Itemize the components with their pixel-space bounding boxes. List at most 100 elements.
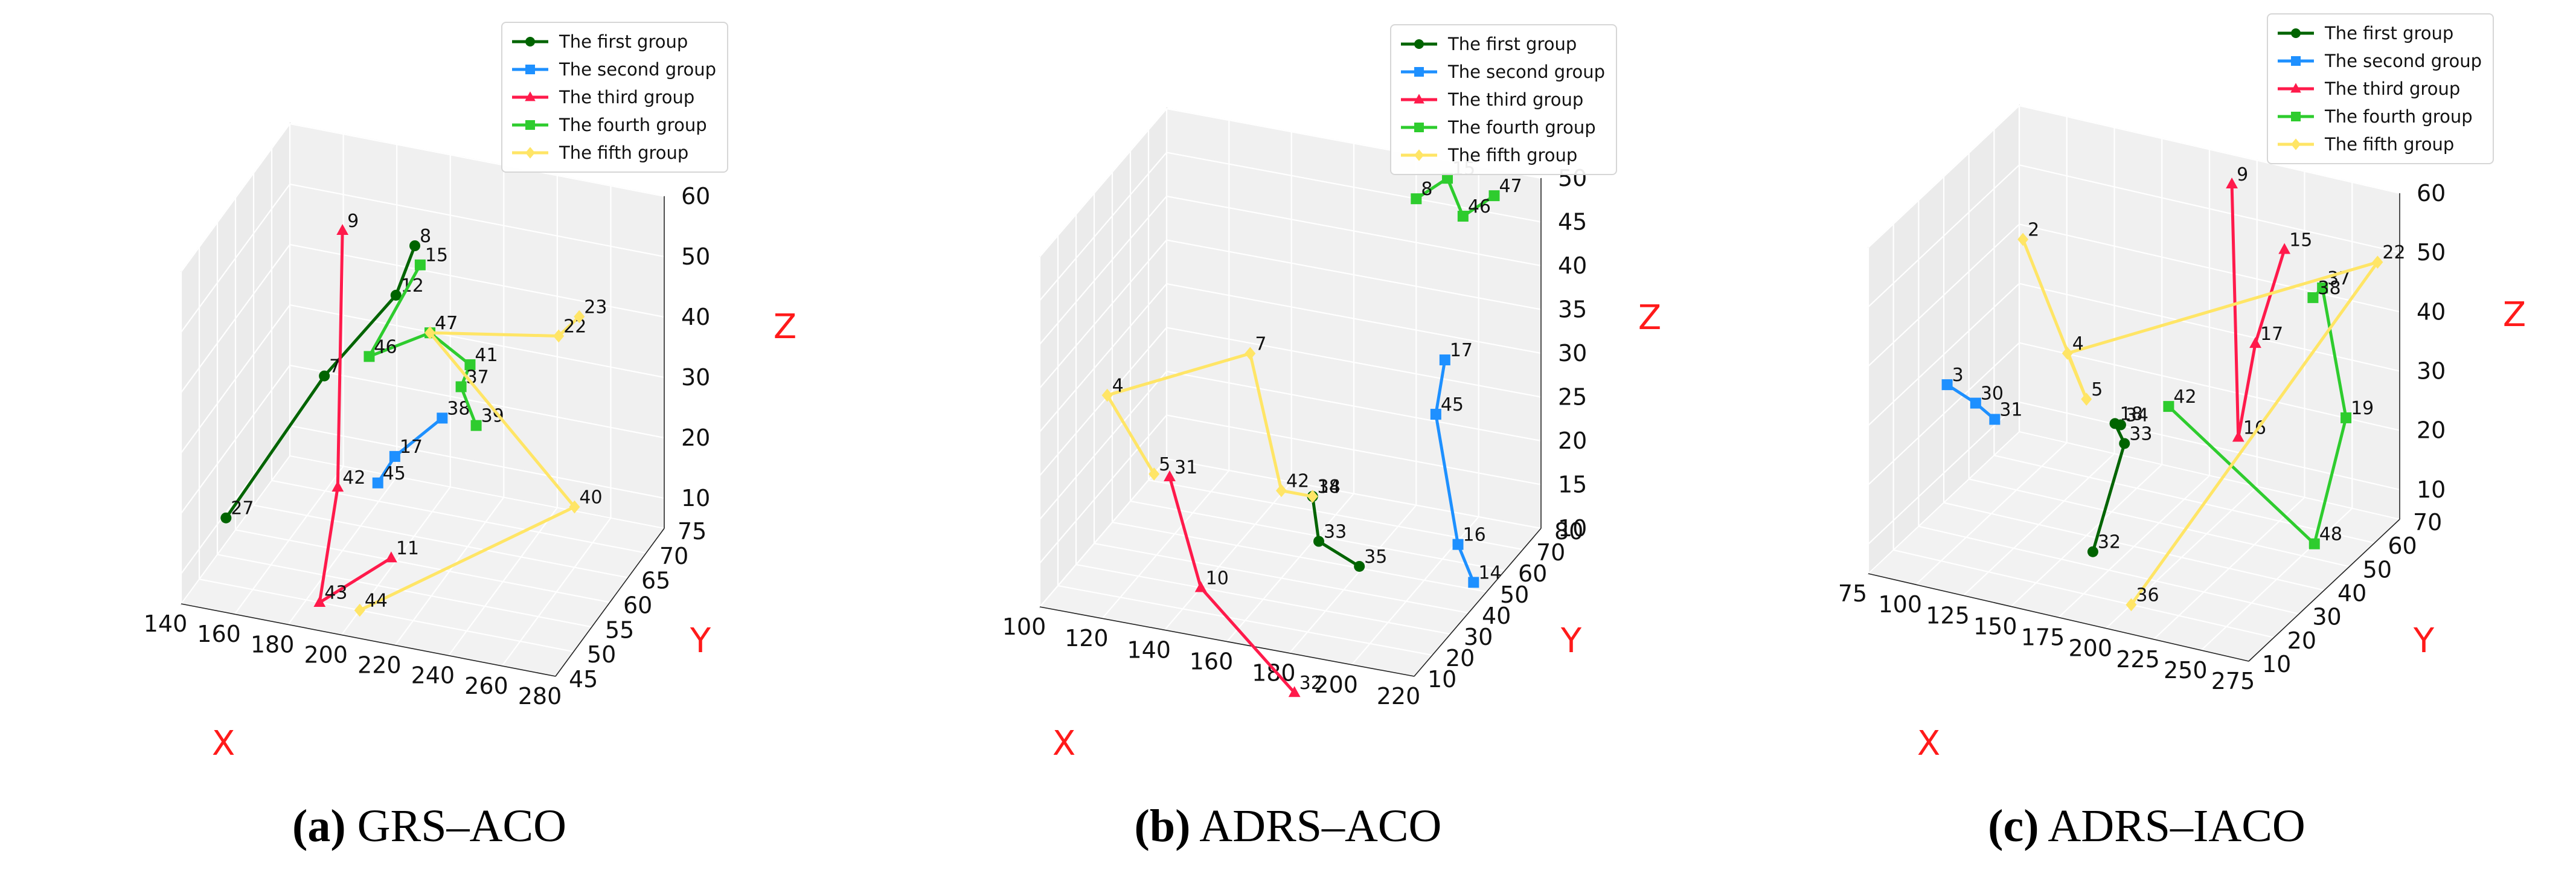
y-axis-title: Y [690, 621, 711, 661]
legend-swatch [1401, 123, 1437, 132]
chart-panel-a: 140 160 180 200 220 240 260 280 45 50 55 60 65 70 75 10… [0, 0, 859, 881]
z-gridline [181, 304, 665, 453]
z-tick-label: 10 [2417, 476, 2446, 503]
x-axis-title: X [212, 724, 235, 763]
data-point [2308, 538, 2320, 549]
y-axis-title: Y [2413, 621, 2435, 661]
x-axis-line [1868, 573, 2249, 662]
z-tick-label: 30 [2417, 358, 2446, 385]
caption-tag-b: (b) [1134, 801, 1191, 851]
z-gridline [1039, 458, 1542, 607]
point-label: 4 [1112, 376, 1124, 397]
y-tick-label: 55 [605, 617, 634, 643]
data-point [2017, 232, 2029, 246]
x-tick-label: 220 [1377, 683, 1421, 710]
y-gridline [1943, 176, 2325, 591]
z-tick-label: 60 [2417, 180, 2446, 207]
data-point [1439, 354, 1450, 366]
z-tick-label: 15 [1558, 472, 1587, 498]
legend-marker [2291, 112, 2301, 121]
axis-titles: X Y Z [212, 307, 796, 763]
point-label: 32 [1299, 673, 1322, 694]
z-tick-label: 40 [2417, 298, 2446, 325]
z-gridline [1039, 283, 1542, 432]
point-label: 17 [1450, 340, 1473, 361]
point-label: 33 [2129, 423, 2152, 444]
point-label: 11 [396, 538, 419, 559]
data-point [1307, 490, 1318, 503]
data-point [409, 240, 420, 251]
point-label: 47 [1499, 176, 1522, 197]
data-point [1354, 560, 1365, 572]
point-label: 17 [400, 437, 423, 458]
x-tick-label: 200 [2068, 635, 2112, 662]
legend-swatch [1401, 94, 1437, 104]
z-tick-label: 45 [1558, 209, 1587, 235]
point-label: 22 [563, 316, 586, 337]
legend-label: The fourth group [1448, 117, 1596, 138]
z-tick-label: 10 [681, 485, 710, 511]
y-tick-label: 80 [1554, 518, 1583, 545]
legend-item-the-second-group: The second group [511, 56, 716, 83]
series-the-fifth-group: 36 22 4 5 2 [2017, 219, 2406, 612]
z-tick-label: 30 [1558, 340, 1587, 367]
data-point [2249, 337, 2261, 348]
z-tick-label: 35 [1558, 296, 1587, 323]
legend-marker [1414, 67, 1424, 77]
data-point [1101, 388, 1113, 402]
legend-swatch [2278, 112, 2314, 121]
point-label: 14 [1478, 562, 1501, 583]
legend-label: The first group [2325, 23, 2454, 43]
data-point [1411, 193, 1422, 205]
x-tick-label: 250 [2164, 657, 2208, 684]
x-tick-label: 125 [1926, 602, 1970, 629]
y-tick-label: 45 [569, 666, 598, 693]
point-label: 40 [579, 487, 602, 508]
data-point [332, 481, 344, 492]
tick-labels: 140 160 180 200 220 240 260 2804550556065707510… [144, 183, 711, 710]
y-gridline [1993, 129, 2375, 544]
point-label: 46 [374, 336, 397, 357]
x-tick-label: 160 [197, 621, 241, 647]
data-point [437, 412, 448, 424]
y-axis-title: Y [1560, 621, 1582, 661]
legend-label: The second group [1448, 62, 1606, 82]
z-tick-label: 40 [1558, 252, 1587, 279]
legend-item-the-second-group: The second group [2276, 47, 2482, 75]
point-label: 15 [425, 245, 448, 266]
y-tick-label: 75 [678, 518, 706, 545]
point-label: 45 [383, 463, 406, 484]
z-gridline [1039, 327, 1542, 476]
point-label: 42 [2173, 386, 2196, 408]
legend-marker [525, 65, 535, 74]
axis-lines [1868, 193, 2400, 662]
data-point [2307, 292, 2319, 303]
legend-item-the-third-group: The third group [511, 83, 716, 111]
y-gridline [252, 173, 629, 578]
z-tick-label: 25 [1558, 384, 1587, 411]
legend-marker [525, 120, 535, 130]
point-label: 31 [1999, 399, 2022, 420]
y-tick-label: 40 [2337, 580, 2366, 607]
data-point [574, 310, 585, 324]
chart-3d-c: 75 100 125 150 175 200 225 250 27510203040506070… [1838, 104, 2526, 763]
data-point [1970, 397, 1981, 409]
legend-swatch [2278, 83, 2314, 93]
legend-swatch [2278, 28, 2314, 38]
data-point [2087, 546, 2098, 557]
x-tick-label: 180 [251, 631, 295, 658]
point-label: 17 [2260, 324, 2283, 345]
point-label: 36 [2136, 585, 2159, 606]
data-point [455, 381, 467, 392]
z-tick-label: 50 [2417, 239, 2446, 266]
x-tick-label: 275 [2211, 668, 2255, 694]
z-tick-label: 40 [681, 304, 710, 330]
data-point [390, 289, 402, 301]
x-tick-label: 175 [2021, 624, 2065, 651]
caption-text-a: GRS–ACO [345, 801, 566, 851]
legend-marker [525, 147, 535, 159]
legend-marker [2291, 138, 2301, 150]
